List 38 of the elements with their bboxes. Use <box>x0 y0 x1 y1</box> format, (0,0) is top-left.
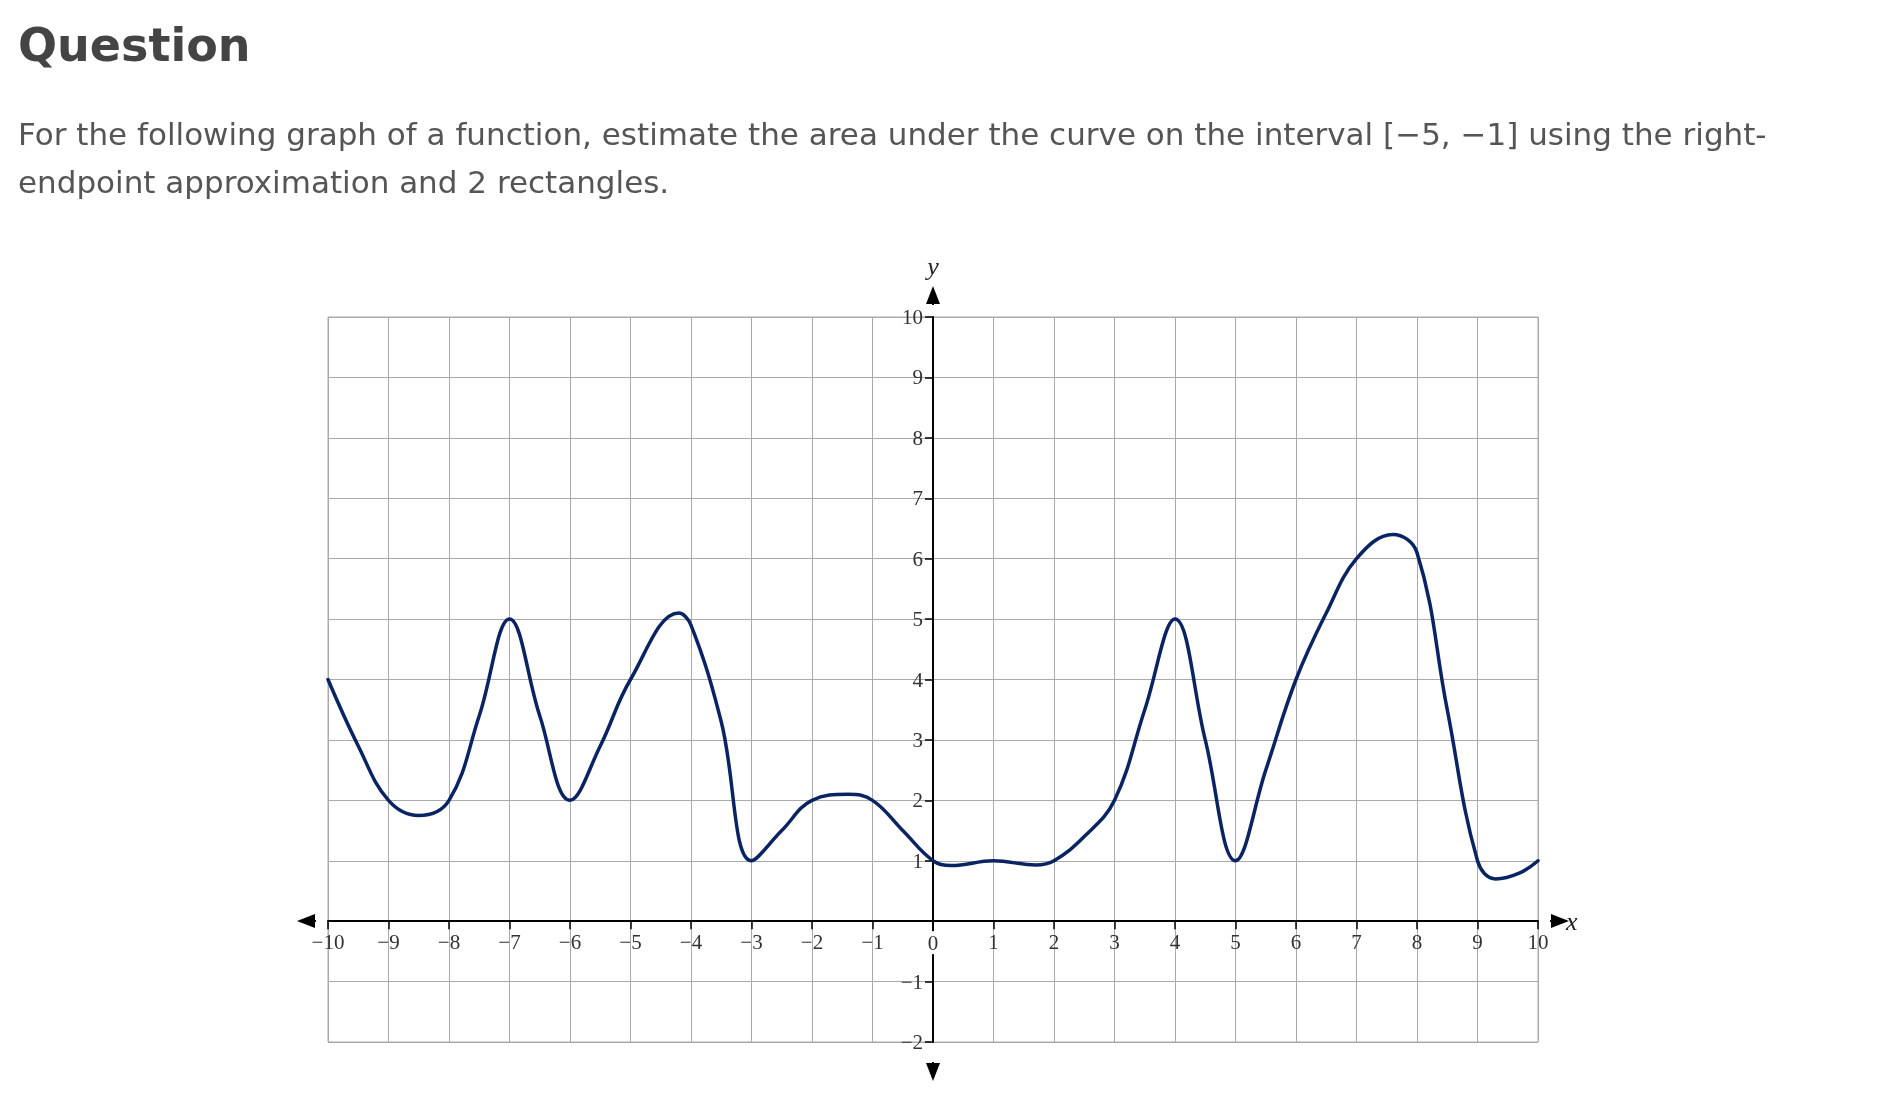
x-tick-label: −6 <box>558 929 582 954</box>
x-tick-label: 6 <box>1290 929 1302 954</box>
x-tick-label: 10 <box>1527 929 1549 954</box>
y-tick-label: 4 <box>912 667 924 692</box>
x-tick-label: 8 <box>1411 929 1423 954</box>
y-tick-label: −2 <box>900 1030 923 1054</box>
x-tick-label: −8 <box>437 929 461 954</box>
x-tick-label: −1 <box>861 929 884 954</box>
line-series <box>326 532 1540 881</box>
chart-subtitle: For the following graph of a function, estimate the area under the curve on the interval [−5, −1] using the right-endpoint approximation and 2 rectangles. <box>18 115 1768 202</box>
x-axis-title: x <box>1565 906 1578 936</box>
y-tick-label: 7 <box>912 486 923 511</box>
y-tick-label: −1 <box>900 969 923 994</box>
x-tick-label: 9 <box>1472 929 1483 954</box>
x-tick-label: 3 <box>1109 929 1120 954</box>
y-tick-label: 10 <box>902 305 923 329</box>
x-tick-label: 0 <box>927 930 939 955</box>
x-tick-label: −2 <box>800 929 824 954</box>
x-tick-label: −7 <box>498 929 521 954</box>
x-tick-label: −9 <box>377 929 400 954</box>
y-tick-label: 1 <box>912 848 923 873</box>
y-tick-label: 8 <box>912 425 923 450</box>
x-tick-label: −10 <box>311 929 345 954</box>
chart-title: Question <box>18 18 251 72</box>
y-tick-label: 9 <box>912 365 923 390</box>
x-tick-label: 4 <box>1169 929 1181 954</box>
y-tick-label: 5 <box>912 607 923 632</box>
y-tick-label: 6 <box>912 546 923 571</box>
y-tick-label: 2 <box>912 788 923 813</box>
y-tick-label: 3 <box>912 727 923 752</box>
x-tick-label: 2 <box>1048 929 1060 954</box>
y-axis-title: y <box>924 251 940 281</box>
x-tick-label: 7 <box>1351 929 1362 954</box>
x-tick-label: −4 <box>679 929 703 954</box>
x-tick-label: −3 <box>740 929 763 954</box>
x-tick-label: 1 <box>988 929 999 954</box>
x-tick-label: −5 <box>619 929 642 954</box>
x-tick-label: 5 <box>1230 929 1241 954</box>
